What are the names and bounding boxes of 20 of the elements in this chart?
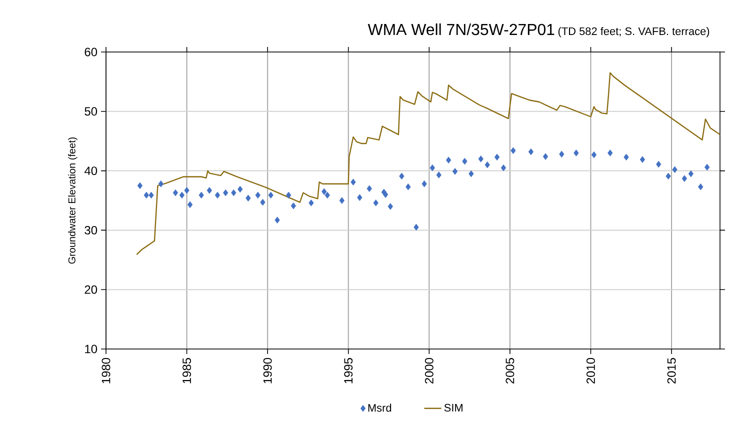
legend-label: SIM (444, 404, 462, 412)
legend-label: Msrd (368, 404, 392, 412)
x-tick-label: 2010 (586, 358, 595, 384)
y-tick-label: 60 (84, 48, 98, 56)
x-tick-label: 2015 (667, 358, 676, 384)
x-tick-label: 1985 (182, 358, 192, 384)
x-tick-label: 2000 (424, 358, 434, 384)
x-tick-label: 1995 (344, 358, 353, 384)
y-tick-label: 50 (84, 107, 98, 116)
line-series (136, 72, 720, 256)
y-tick-label: 10 (85, 344, 98, 354)
x-tick-label: 1990 (263, 358, 272, 384)
y-tick-label: 20 (84, 285, 98, 294)
x-tick-label: 1980 (102, 358, 110, 384)
y-axis-title: Groundwater Elevation (feet) (68, 137, 78, 264)
x-tick-label: 2005 (506, 358, 514, 384)
y-tick-label: 30 (84, 226, 98, 234)
y-tick-label: 40 (84, 166, 98, 176)
chart-title: WMA Well 7N/35W-27P01 (368, 23, 554, 36)
chart-subtitle: (TD 582 feet; S. VAFB. terrace) (558, 27, 710, 38)
